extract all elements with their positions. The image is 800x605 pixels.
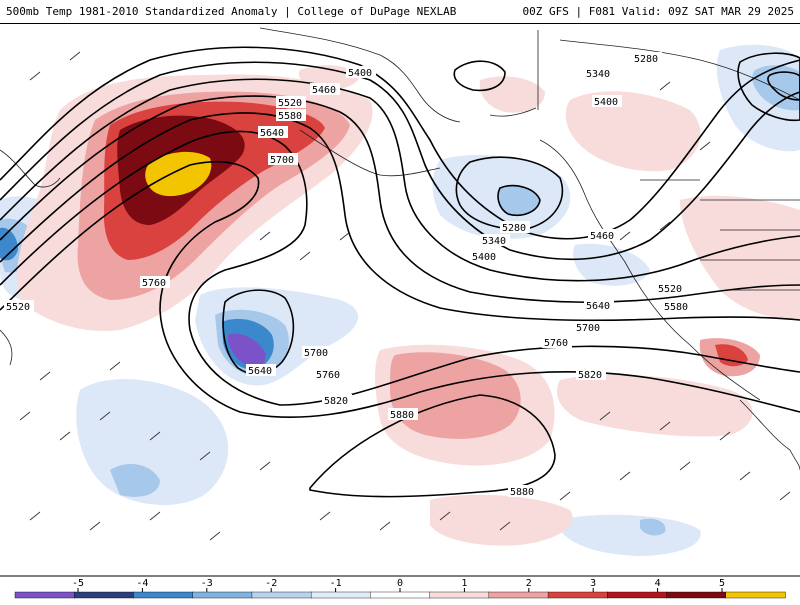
anomaly-map: 5400 5460 5520 5580 5640 5700 5760 5520 … (0, 24, 800, 575)
contour-label: 5700 (576, 323, 600, 334)
colorbar-swatch (310, 591, 372, 599)
contour-label: 5820 (324, 396, 348, 407)
map-title: 500mb Temp 1981-2010 Standardized Anomal… (6, 5, 457, 18)
wind-barbs (19, 51, 791, 541)
contour-label: 5280 (634, 54, 658, 65)
contour-label: 5760 (142, 278, 166, 289)
colorbar-tick-label: 4 (655, 578, 661, 589)
colorbar-swatch (133, 591, 194, 599)
height-contours (0, 46, 800, 498)
contour-label: 5460 (312, 85, 336, 96)
contour-label: 5760 (544, 338, 568, 349)
contour-label: 5400 (348, 68, 372, 79)
contour-label: 5340 (586, 69, 610, 80)
colorbar-canvas: -5 -4 -3 -2 -1 0 1 2 3 4 5 (0, 575, 800, 599)
contour-label: 5400 (594, 97, 618, 108)
contour-label: 5580 (278, 111, 302, 122)
contour-label: 5520 (6, 302, 30, 313)
colorbar-swatch (251, 591, 312, 599)
colorbar-swatch (74, 591, 135, 599)
contour-label: 5580 (664, 302, 688, 313)
contour-label: 5880 (390, 410, 414, 421)
contour-label: 5640 (248, 366, 272, 377)
contour-labels: 5400 5460 5520 5580 5640 5700 5760 5520 … (4, 52, 692, 498)
colorbar-swatch (666, 591, 727, 599)
contour-label: 5400 (472, 252, 496, 263)
colorbar-swatch (547, 591, 609, 599)
colorbar-swatches (14, 591, 786, 599)
contour-label: 5460 (590, 231, 614, 242)
contour-label: 5820 (578, 370, 602, 381)
contour-label: 5640 (586, 301, 610, 312)
contour-label: 5760 (316, 370, 340, 381)
colorbar-swatch (370, 591, 431, 599)
colorbar-tick-label: 2 (526, 578, 532, 589)
contour-label: 5280 (502, 223, 526, 234)
contour-label: 5520 (658, 284, 682, 295)
contour-label: 5700 (304, 348, 328, 359)
cold-anomaly-shading (0, 44, 800, 556)
colorbar-tick-label: 3 (590, 578, 596, 589)
map-canvas: 5400 5460 5520 5580 5640 5700 5760 5520 … (0, 27, 800, 556)
colorbar-swatch (14, 591, 75, 599)
colorbar-swatch (488, 591, 549, 599)
contour-label: 5340 (482, 236, 506, 247)
warm-anomaly-shading (16, 65, 800, 546)
colorbar-tick-label: 5 (719, 578, 725, 589)
map-header: 500mb Temp 1981-2010 Standardized Anomal… (0, 0, 800, 24)
anomaly-colorbar: -5 -4 -3 -2 -1 0 1 2 3 4 5 (0, 575, 800, 600)
colorbar-ticks: -5 -4 -3 -2 -1 0 1 2 3 4 5 (0, 575, 800, 592)
colorbar-tick-label: 0 (397, 578, 403, 589)
colorbar-tick-label: -1 (330, 578, 342, 589)
contour-label: 5520 (278, 98, 302, 109)
contour-label: 5880 (510, 487, 534, 498)
coastlines (0, 27, 800, 471)
colorbar-tick-label: -3 (201, 578, 213, 589)
colorbar-tick-label: -2 (265, 578, 277, 589)
contour-label: 5640 (260, 128, 284, 139)
colorbar-swatch (725, 591, 786, 599)
colorbar-swatch (607, 591, 668, 599)
colorbar-tick-label: -5 (72, 578, 84, 589)
colorbar-swatch (192, 591, 253, 599)
colorbar-tick-label: 1 (461, 578, 467, 589)
colorbar-swatch (429, 591, 490, 599)
contour-label: 5700 (270, 155, 294, 166)
colorbar-tick-label: -4 (136, 578, 148, 589)
model-run-info: 00Z GFS | F081 Valid: 09Z SAT MAR 29 202… (522, 5, 794, 18)
